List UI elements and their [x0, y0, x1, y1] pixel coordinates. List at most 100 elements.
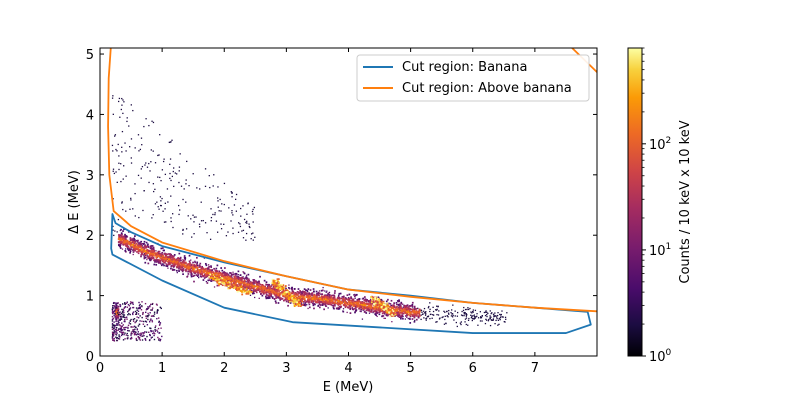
density-point: [143, 332, 145, 334]
density-point: [117, 329, 119, 331]
density-point: [415, 311, 418, 314]
density-point: [154, 329, 156, 331]
density-point: [135, 239, 138, 242]
density-point: [265, 294, 268, 296]
density-point: [323, 308, 325, 311]
density-point: [158, 154, 160, 156]
density-point: [352, 298, 355, 301]
density-point: [144, 252, 147, 254]
density-point: [182, 269, 185, 271]
density-point: [243, 271, 245, 274]
density-point: [381, 315, 383, 318]
density-point: [220, 277, 223, 280]
density-point: [230, 191, 232, 193]
density-point: [409, 308, 412, 311]
density-point: [215, 220, 218, 222]
density-point: [151, 257, 154, 260]
density-point: [202, 279, 205, 281]
density-point: [359, 304, 362, 307]
density-point: [307, 298, 309, 301]
density-point: [183, 188, 185, 190]
density-point: [111, 308, 114, 310]
density-point: [328, 295, 331, 298]
density-point: [496, 316, 498, 318]
density-point: [337, 295, 340, 297]
density-point: [299, 297, 302, 300]
density-point: [196, 275, 199, 277]
density-point: [365, 300, 368, 303]
density-point: [169, 257, 171, 260]
density-point: [303, 288, 306, 290]
density-point: [387, 314, 389, 317]
density-point: [159, 306, 162, 309]
density-point: [231, 278, 234, 280]
density-point: [146, 250, 148, 253]
density-point: [429, 302, 431, 304]
density-point: [122, 178, 124, 180]
density-point: [273, 298, 276, 300]
density-point: [282, 287, 285, 289]
density-point: [480, 317, 483, 319]
density-point: [158, 250, 161, 253]
density-point: [472, 315, 474, 317]
density-point: [419, 310, 421, 313]
density-point: [395, 306, 398, 308]
density-point: [361, 298, 364, 300]
density-point: [266, 287, 269, 289]
density-point: [118, 338, 121, 340]
density-point: [149, 312, 151, 314]
density-point: [253, 283, 255, 285]
y-tick-label: 0: [86, 350, 94, 365]
density-point: [235, 198, 237, 201]
density-point: [343, 302, 346, 305]
density-point: [283, 299, 285, 302]
density-point: [208, 268, 210, 270]
density-point: [274, 292, 277, 295]
density-point: [240, 279, 243, 281]
density-point: [123, 228, 125, 231]
density-point: [330, 298, 333, 301]
density-point: [125, 235, 128, 237]
density-point: [354, 294, 357, 297]
density-point: [313, 296, 316, 299]
density-point: [128, 309, 130, 311]
density-point: [172, 257, 175, 260]
density-point: [364, 298, 367, 301]
density-point: [372, 306, 375, 309]
density-point: [111, 337, 114, 339]
density-point: [304, 301, 307, 304]
density-point: [456, 325, 458, 328]
density-point: [232, 271, 234, 273]
density-point: [241, 277, 244, 280]
density-point: [420, 314, 422, 316]
density-point: [150, 315, 153, 317]
density-point: [143, 258, 145, 260]
density-point: [113, 310, 115, 313]
density-point: [170, 265, 173, 268]
density-point: [118, 168, 120, 171]
density-point: [312, 302, 314, 304]
density-point: [135, 313, 138, 315]
density-point: [128, 242, 130, 245]
density-point: [272, 284, 275, 286]
density-point: [198, 271, 200, 274]
density-point: [362, 301, 365, 304]
density-point: [423, 317, 425, 319]
density-point: [311, 294, 313, 296]
density-point: [144, 337, 146, 340]
density-point: [230, 277, 233, 280]
density-point: [120, 325, 122, 327]
density-point: [237, 285, 239, 288]
density-point: [130, 334, 132, 336]
density-point: [193, 221, 195, 223]
density-point: [117, 244, 120, 247]
density-point: [212, 271, 215, 273]
density-point: [273, 281, 275, 284]
density-point: [436, 321, 438, 323]
density-point: [332, 294, 335, 297]
density-point: [386, 313, 388, 316]
density-point: [439, 317, 441, 319]
density-point: [216, 264, 219, 267]
density-point: [374, 300, 377, 303]
density-point: [168, 255, 171, 258]
